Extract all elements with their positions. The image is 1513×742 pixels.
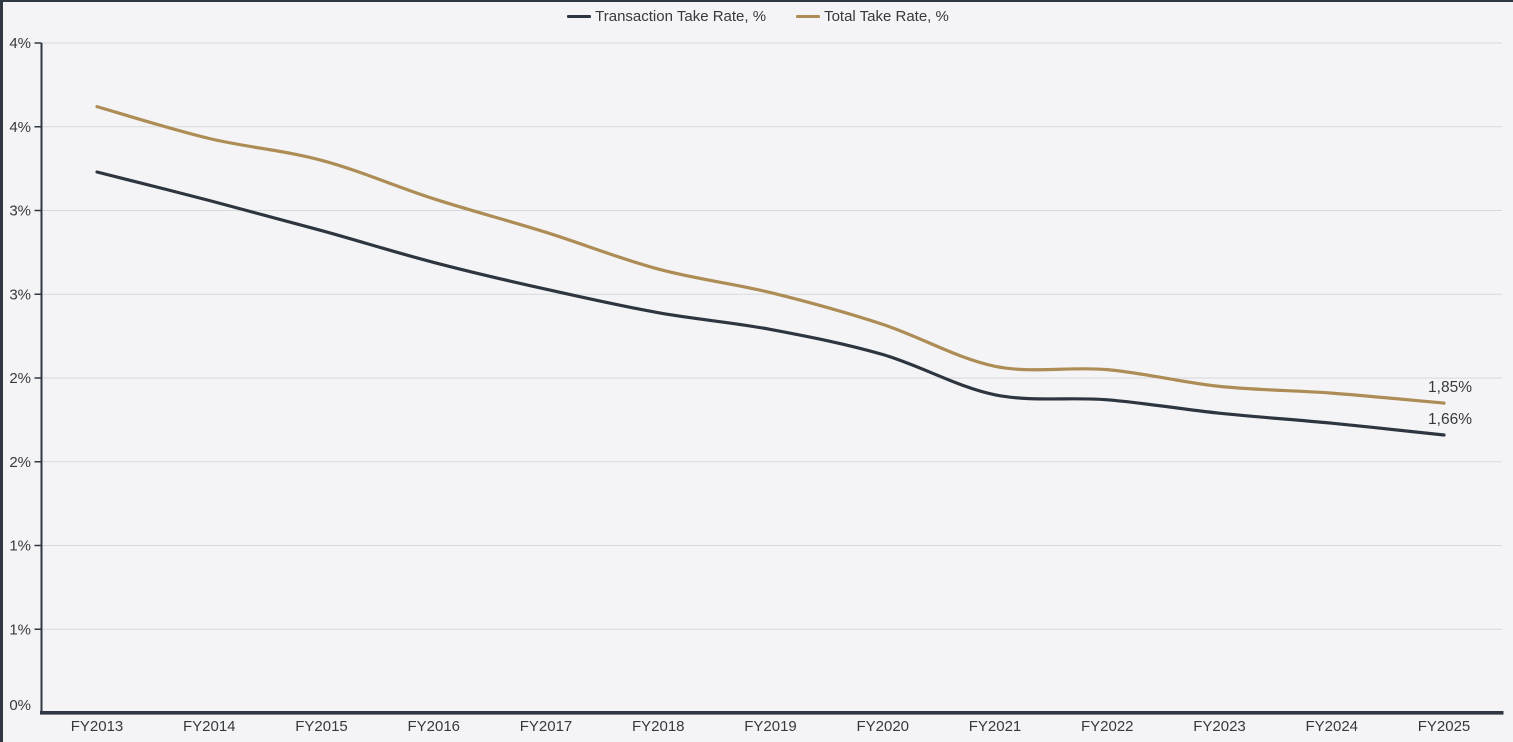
x-axis-label: FY2023 xyxy=(1193,718,1246,735)
y-axis-label: 0% xyxy=(9,697,31,714)
total-take-rate-end-label: 1,85% xyxy=(1428,379,1472,396)
x-axis-label: FY2024 xyxy=(1305,718,1358,735)
y-axis-label: 2% xyxy=(9,370,31,387)
total-take-rate-line xyxy=(95,105,1446,405)
x-axis-label: FY2013 xyxy=(71,718,124,735)
x-axis-label: FY2019 xyxy=(744,718,797,735)
y-axis-label: 1% xyxy=(9,621,31,638)
legend-label: Total Take Rate, % xyxy=(824,8,949,25)
y-axis-label: 4% xyxy=(9,35,31,52)
y-axis-label: 4% xyxy=(9,119,31,136)
x-axis-label: FY2020 xyxy=(856,718,909,735)
x-axis-line xyxy=(40,711,1504,715)
legend-item-total-take-rate: Total Take Rate, % xyxy=(796,8,949,25)
y-axis-label: 3% xyxy=(9,286,31,303)
x-axis-label: FY2017 xyxy=(520,718,573,735)
y-axis-label: 1% xyxy=(9,538,31,555)
transaction-take-rate-end-label: 1,66% xyxy=(1428,411,1472,428)
legend: Transaction Take Rate, % Total Take Rate… xyxy=(3,8,1513,25)
x-axis-label: FY2015 xyxy=(295,718,348,735)
legend-swatch xyxy=(796,15,821,18)
legend-label: Transaction Take Rate, % xyxy=(595,8,767,25)
transaction-take-rate-line xyxy=(95,170,1446,437)
y-axis-label: 3% xyxy=(9,203,31,220)
x-axis-label: FY2014 xyxy=(183,718,236,735)
legend-item-transaction-take-rate: Transaction Take Rate, % xyxy=(567,8,766,25)
y-axis-label: 2% xyxy=(9,454,31,471)
legend-swatch xyxy=(567,15,592,18)
x-axis-label: FY2016 xyxy=(407,718,460,735)
x-axis-label: FY2025 xyxy=(1418,718,1471,735)
x-axis-label: FY2021 xyxy=(969,718,1022,735)
x-axis-label: FY2018 xyxy=(632,718,685,735)
x-axis-label: FY2022 xyxy=(1081,718,1134,735)
